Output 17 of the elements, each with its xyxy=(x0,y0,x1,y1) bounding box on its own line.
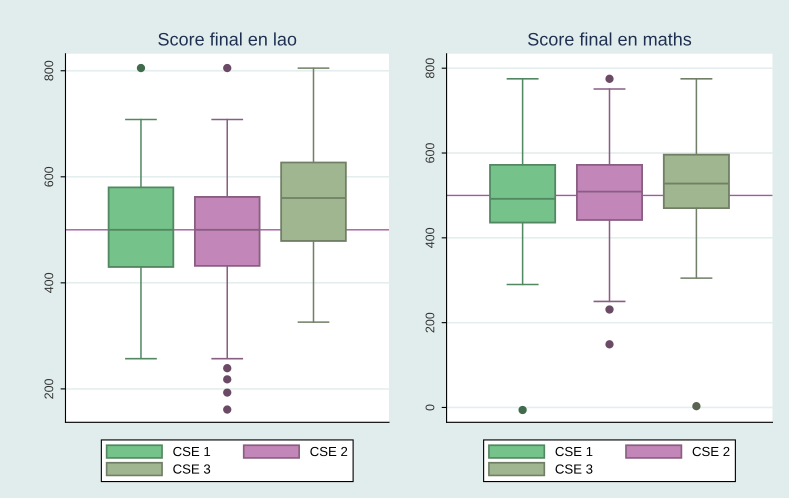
y-tick-label: 600 xyxy=(44,166,54,187)
chart-title: Score final en maths xyxy=(528,32,692,46)
y-tick-label: 200 xyxy=(44,378,54,399)
legend-label: CSE 2 xyxy=(310,446,348,456)
y-tick-label: 800 xyxy=(44,60,54,81)
y-tick-label: 200 xyxy=(426,312,434,332)
y-tick-label: 0 xyxy=(426,404,434,410)
y-tick-label: 400 xyxy=(44,272,54,293)
legend-label: CSE 2 xyxy=(692,446,730,456)
y-tick-label: 400 xyxy=(426,228,434,248)
legend-label: CSE 1 xyxy=(556,446,592,456)
chart-title: Score final en lao xyxy=(158,32,296,46)
y-tick-label: 800 xyxy=(426,58,434,78)
legend-label: CSE 1 xyxy=(173,446,210,456)
legend-label: CSE 3 xyxy=(556,464,592,474)
legend-label: CSE 3 xyxy=(173,464,210,474)
y-tick-label: 600 xyxy=(426,143,434,163)
